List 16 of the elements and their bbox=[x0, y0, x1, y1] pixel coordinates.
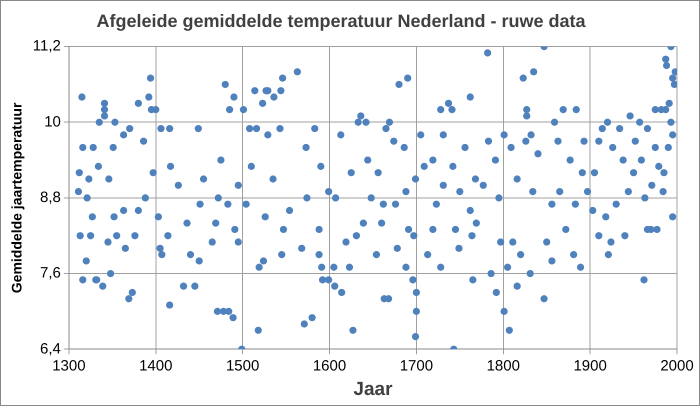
chart-title: Afgeleide gemiddelde temperatuur Nederland - ruwe data bbox=[96, 10, 587, 31]
x-tick-label: 2000 bbox=[660, 357, 694, 374]
x-tick-label: 1400 bbox=[139, 357, 172, 374]
x-tick-label: 1600 bbox=[312, 357, 346, 374]
y-tick-label: 11,2 bbox=[32, 38, 61, 55]
y-tick-label: 7,6 bbox=[40, 264, 61, 282]
y-axis-title: Gemiddelde jaartemperatuur bbox=[8, 102, 24, 294]
y-tick-label: 10 bbox=[44, 113, 61, 130]
y-tick-label: 6,4 bbox=[40, 340, 61, 358]
x-axis-title: Jaar bbox=[353, 378, 394, 400]
x-tick-label: 1800 bbox=[486, 357, 520, 374]
x-tick-label: 1900 bbox=[573, 357, 607, 374]
x-tick-label: 1700 bbox=[400, 357, 434, 374]
x-tick-label: 1300 bbox=[52, 357, 86, 374]
y-tick-label: 8,8 bbox=[40, 189, 61, 206]
x-tick-label: 1500 bbox=[226, 357, 260, 374]
